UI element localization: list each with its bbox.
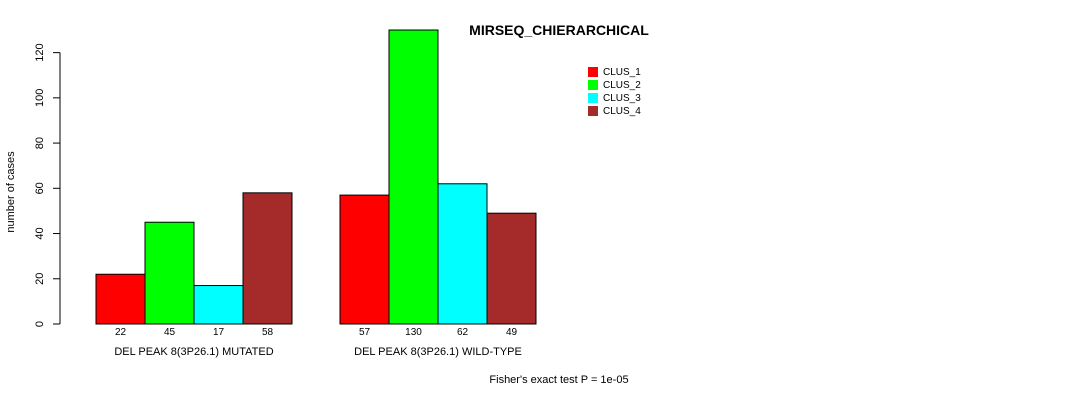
y-tick-label: 100: [34, 89, 46, 107]
legend-label: CLUS_3: [603, 93, 641, 104]
bar-value-label: 49: [506, 327, 518, 338]
bar-value-label: 22: [115, 327, 127, 338]
bar-value-label: 17: [213, 327, 225, 338]
legend-swatch: [588, 106, 598, 116]
y-axis-label: number of cases: [5, 151, 17, 233]
bar-clus-4-group-1: [242, 192, 293, 325]
bar-clus-3-group-2: [437, 183, 488, 325]
legend-label: CLUS_1: [603, 67, 641, 78]
group-label-2: DEL PEAK 8(3P26.1) WILD-TYPE: [354, 346, 522, 358]
chart-title: MIRSEQ_CHIERARCHICAL: [469, 22, 649, 38]
bar-clus-1-group-2: [339, 194, 390, 325]
y-tick-label: 20: [34, 273, 46, 285]
legend-swatch: [588, 80, 598, 90]
bar-value-label: 57: [359, 327, 371, 338]
group-label-1: DEL PEAK 8(3P26.1) MUTATED: [114, 346, 273, 358]
legend-swatch: [588, 93, 598, 103]
bar-clus-2-group-1: [144, 221, 195, 325]
bar-value-label: 62: [457, 327, 469, 338]
y-tick-label: 0: [34, 321, 46, 327]
data-labels: 22 45 17 58 57 130 62 49: [115, 327, 518, 338]
y-tick-label: 120: [34, 43, 46, 61]
legend: CLUS_1 CLUS_2 CLUS_3 CLUS_4: [588, 67, 641, 117]
y-tick-label: 40: [34, 227, 46, 239]
y-axis: 0 20 40 60 80 100 120: [34, 43, 61, 327]
bar-clus-2-group-2: [388, 29, 439, 325]
legend-label: CLUS_2: [603, 80, 641, 91]
group-labels: DEL PEAK 8(3P26.1) MUTATED DEL PEAK 8(3P2…: [114, 346, 522, 358]
legend-label: CLUS_4: [603, 106, 641, 117]
bar-value-label: 45: [164, 327, 176, 338]
bar-value-label: 130: [405, 327, 422, 338]
y-tick-label: 80: [34, 137, 46, 149]
bar-clus-4-group-2: [486, 212, 537, 325]
bar-clus-3-group-1: [193, 285, 244, 325]
y-tick-label: 60: [34, 182, 46, 194]
bar-clus-1-group-1: [95, 273, 146, 325]
bars: [95, 29, 537, 325]
fisher-test-footnote: Fisher's exact test P = 1e-05: [489, 374, 628, 386]
legend-swatch: [588, 67, 598, 77]
bar-value-label: 58: [262, 327, 274, 338]
